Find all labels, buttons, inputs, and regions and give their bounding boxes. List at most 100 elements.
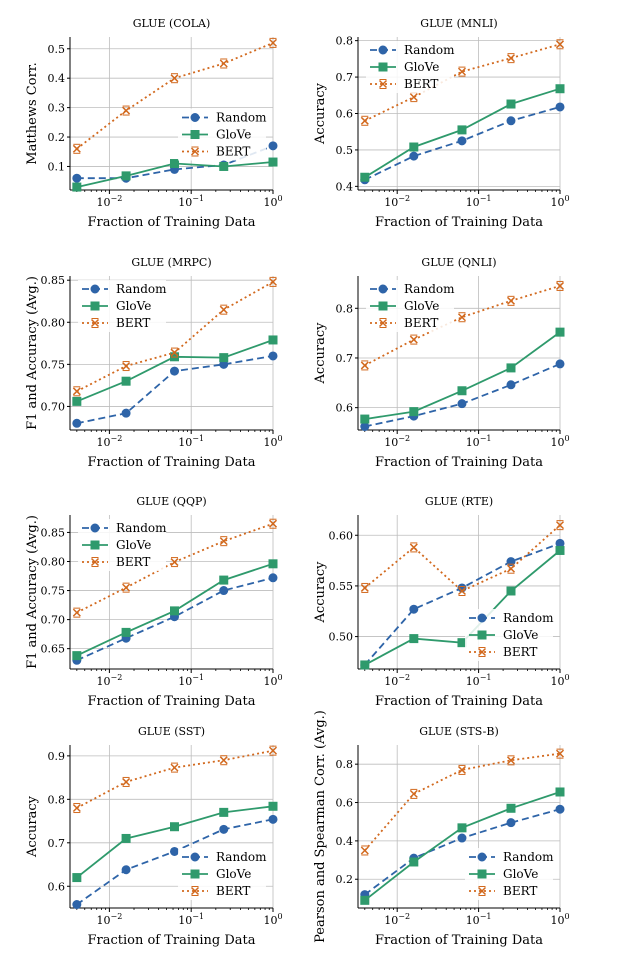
chart-panel: 0.6 0.7 0.8 10−2 10−1 100 GLUE (QNLI) Fraction … bbox=[313, 256, 570, 470]
data-point-random bbox=[457, 833, 467, 843]
data-point-glove bbox=[219, 353, 229, 363]
chart-title: GLUE (RTE) bbox=[425, 495, 493, 508]
data-point-glove bbox=[219, 161, 229, 171]
marker-stroke bbox=[360, 361, 369, 370]
x-tick-label: 10−1 bbox=[466, 673, 492, 688]
data-point-bert bbox=[268, 518, 278, 529]
data-point-random bbox=[219, 824, 229, 834]
data-point-glove bbox=[457, 386, 467, 396]
y-axis-label: F1 and Accuracy (Avg.) bbox=[25, 515, 40, 669]
legend: Random GloVe BERT bbox=[465, 848, 554, 900]
y-tick-label: 0.75 bbox=[41, 585, 66, 598]
legend-marker-bert bbox=[477, 886, 487, 896]
y-tick-label: 0.8 bbox=[336, 302, 354, 315]
marker-stroke bbox=[90, 318, 100, 328]
legend-marker-glove bbox=[477, 630, 487, 640]
data-point-random bbox=[555, 804, 565, 814]
data-point-bert bbox=[219, 755, 228, 766]
y-tick-label: 0.7 bbox=[48, 837, 66, 850]
data-point-random bbox=[121, 865, 131, 875]
marker-stroke bbox=[268, 277, 278, 286]
x-tick-label: 100 bbox=[263, 673, 282, 688]
data-point-glove bbox=[360, 895, 370, 905]
y-tick-label: 0.1 bbox=[48, 160, 66, 173]
data-point-bert bbox=[268, 276, 278, 287]
marker-stroke bbox=[190, 886, 200, 896]
marker-stroke bbox=[72, 387, 81, 396]
x-tick-label: 100 bbox=[550, 434, 569, 449]
data-point-bert bbox=[506, 295, 516, 306]
data-point-bert bbox=[72, 607, 81, 618]
y-axis-label: Accuracy bbox=[313, 561, 328, 624]
y-tick-label: 0.8 bbox=[48, 793, 66, 806]
legend: Random GloVe BERT bbox=[78, 519, 167, 571]
x-tick-label: 10−1 bbox=[466, 194, 492, 209]
x-tick-label: 10−1 bbox=[178, 194, 204, 209]
marker-stroke bbox=[555, 749, 565, 758]
legend-marker-random bbox=[477, 852, 487, 862]
data-point-random bbox=[219, 586, 229, 596]
x-tick-label: 10−2 bbox=[384, 673, 410, 688]
data-point-glove bbox=[555, 84, 565, 94]
data-point-bert bbox=[409, 542, 418, 553]
data-point-bert bbox=[506, 53, 516, 64]
y-axis-label: Accuracy bbox=[313, 82, 328, 145]
marker-stroke bbox=[219, 756, 228, 765]
legend-marker-bert bbox=[190, 886, 200, 896]
data-point-random bbox=[121, 408, 131, 418]
legend-label-bert: BERT bbox=[503, 645, 537, 659]
legend-label-bert: BERT bbox=[116, 555, 150, 569]
legend-label-random: Random bbox=[503, 850, 554, 864]
marker-stroke bbox=[457, 586, 467, 596]
marker-stroke bbox=[457, 765, 467, 774]
x-axis-label: Fraction of Training Data bbox=[87, 215, 255, 230]
chart-title: GLUE (SST) bbox=[138, 725, 205, 738]
data-point-bert bbox=[360, 115, 369, 126]
marker-stroke bbox=[555, 281, 565, 290]
legend-marker-glove bbox=[378, 62, 388, 72]
x-axis-label: Fraction of Training Data bbox=[375, 694, 543, 709]
x-tick-label: 100 bbox=[263, 194, 282, 209]
x-tick-label: 10−2 bbox=[384, 912, 410, 927]
data-point-glove bbox=[360, 172, 370, 182]
data-point-glove bbox=[121, 833, 131, 843]
data-point-glove bbox=[555, 327, 565, 337]
chart-title: GLUE (MRPC) bbox=[131, 256, 211, 269]
data-point-glove bbox=[121, 627, 131, 637]
marker-stroke bbox=[555, 521, 565, 530]
legend-label-bert: BERT bbox=[404, 77, 438, 91]
marker-stroke bbox=[122, 362, 131, 371]
chart-panel: 0.50 0.55 0.60 10−2 10−1 100 GLUE (RTE) Fractio… bbox=[313, 495, 570, 709]
legend-label-random: Random bbox=[503, 611, 554, 625]
series-line-bert bbox=[364, 285, 561, 367]
y-tick-label: 0.70 bbox=[41, 400, 66, 413]
x-tick-label: 100 bbox=[263, 912, 282, 927]
x-axis-label: Fraction of Training Data bbox=[87, 455, 255, 470]
data-point-random bbox=[506, 380, 516, 390]
data-point-glove bbox=[409, 407, 419, 417]
x-tick-label: 10−2 bbox=[384, 434, 410, 449]
data-point-glove bbox=[268, 157, 278, 167]
legend-marker-glove bbox=[190, 869, 200, 879]
data-point-glove bbox=[506, 586, 516, 596]
y-tick-label: 0.3 bbox=[48, 102, 66, 115]
data-point-glove bbox=[555, 787, 565, 797]
data-point-bert bbox=[555, 39, 565, 50]
chart-title: GLUE (QNLI) bbox=[421, 256, 496, 269]
data-point-random bbox=[169, 366, 179, 376]
chart-panel: 0.4 0.5 0.6 0.7 0.8 10−2 10−1 100 GLUE (MNLI) Fra… bbox=[313, 17, 570, 230]
data-point-bert bbox=[409, 788, 418, 799]
y-axis-label: Pearson and Spearman Corr. (Avg.) bbox=[313, 710, 328, 943]
data-point-bert bbox=[268, 37, 278, 48]
y-tick-label: 0.6 bbox=[48, 880, 66, 893]
marker-stroke bbox=[268, 38, 278, 47]
marker-stroke bbox=[409, 93, 418, 102]
data-point-bert bbox=[72, 143, 81, 154]
data-point-glove bbox=[268, 801, 278, 811]
marker-stroke bbox=[219, 305, 228, 314]
y-tick-label: 0.70 bbox=[41, 614, 66, 627]
x-tick-label: 100 bbox=[263, 434, 282, 449]
x-axis-label: Fraction of Training Data bbox=[375, 455, 543, 470]
marker-stroke bbox=[190, 147, 200, 156]
